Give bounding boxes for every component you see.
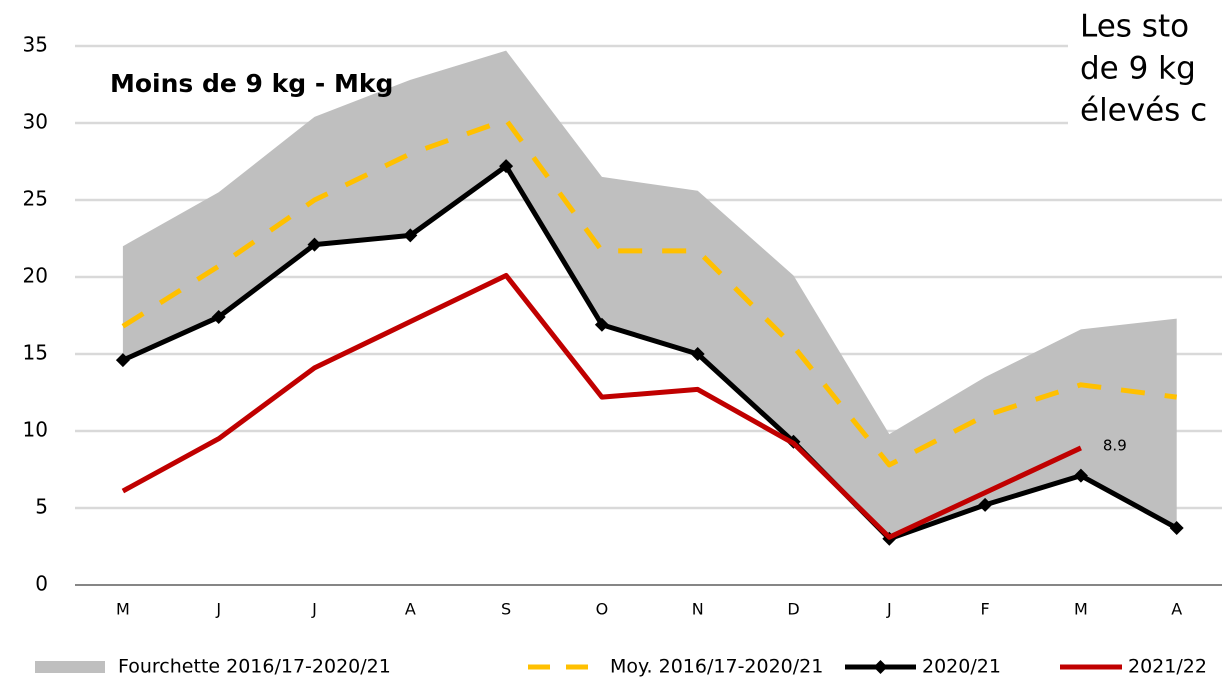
- y-tick-label: 0: [35, 572, 48, 596]
- marker: [594, 317, 609, 332]
- x-tick-label: A: [1171, 600, 1182, 619]
- chart-title: Moins de 9 kg - Mkg: [110, 69, 393, 98]
- legend-label: Fourchette 2016/17-2020/21: [118, 656, 391, 678]
- series-line: [121, 117, 1178, 468]
- marker: [403, 228, 418, 243]
- annotation: élevés c: [1080, 93, 1207, 129]
- x-tick-label: S: [501, 600, 511, 619]
- y-tick-label: 25: [23, 187, 48, 211]
- x-tick-label: M: [116, 600, 130, 619]
- marker: [690, 347, 705, 361]
- x-tick-label: N: [692, 600, 704, 619]
- x-tick-label: J: [311, 600, 317, 619]
- annotation: de 9 kg: [1080, 51, 1196, 87]
- x-tick-label: O: [596, 600, 609, 619]
- legend-marker: [873, 660, 888, 674]
- legend-swatch: [35, 661, 105, 673]
- y-tick-label: 10: [23, 418, 48, 442]
- x-tick-label: M: [1074, 600, 1088, 619]
- y-tick-label: 20: [23, 264, 48, 288]
- series-line: [121, 272, 1082, 540]
- y-tick-label: 15: [23, 341, 48, 365]
- marker: [307, 237, 322, 252]
- y-tick-label: 30: [23, 110, 48, 134]
- x-tick-label: A: [405, 600, 416, 619]
- legend-label: 2021/22: [1128, 656, 1207, 678]
- marker: [115, 353, 130, 368]
- x-tick-label: D: [787, 600, 799, 619]
- range-band: [122, 50, 1177, 539]
- marker: [211, 310, 226, 325]
- data-label: 8.9: [1103, 436, 1127, 454]
- y-tick-label: 5: [35, 495, 48, 519]
- annotation: Les sto: [1080, 9, 1189, 45]
- marker: [1073, 468, 1088, 483]
- x-tick-label: J: [215, 600, 221, 619]
- legend-label: Moy. 2016/17-2020/21: [610, 656, 823, 678]
- x-tick-label: J: [886, 600, 892, 619]
- annotation-box: [1068, 0, 1222, 140]
- x-tick-label: F: [980, 600, 989, 619]
- marker: [978, 497, 993, 512]
- marker: [499, 159, 514, 174]
- marker: [1169, 521, 1184, 536]
- y-tick-label: 35: [23, 33, 48, 57]
- series-line: [121, 163, 1178, 542]
- legend-label: 2020/21: [922, 656, 1001, 678]
